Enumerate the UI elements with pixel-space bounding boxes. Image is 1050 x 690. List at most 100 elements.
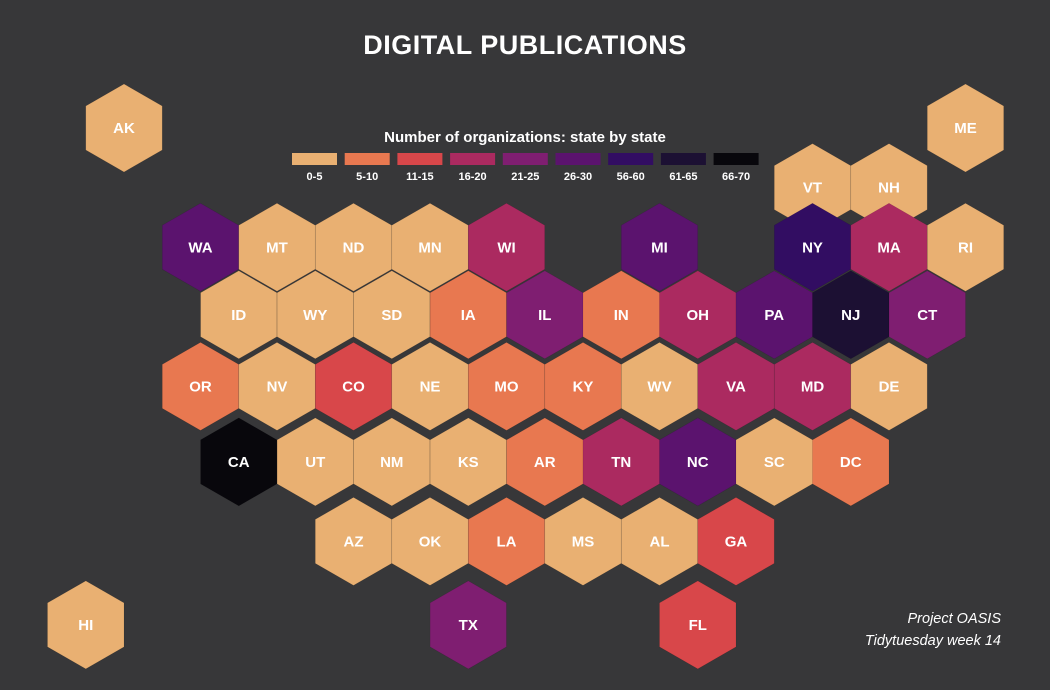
hex-co <box>314 342 393 431</box>
hex-label-sd: SD <box>381 307 402 324</box>
hex-ky <box>544 342 622 431</box>
hex-ks <box>429 417 507 507</box>
hex-fl <box>659 580 737 670</box>
hex-wa <box>162 202 239 292</box>
caption-line-2: Tidytuesday week 14 <box>864 633 1001 649</box>
hex-mo <box>467 342 546 431</box>
legend-swatch-66-70 <box>713 153 759 165</box>
hex-mi <box>620 202 699 292</box>
hex-label-tx: TX <box>459 617 478 634</box>
hex-al <box>620 497 699 586</box>
hex-label-ky: KY <box>573 378 594 395</box>
hex-nd <box>314 202 393 292</box>
hex-label-nm: NM <box>380 454 403 471</box>
hex-or <box>162 342 239 431</box>
legend: Number of organizations: state by state … <box>292 129 759 183</box>
legend-label-66-70: 66-70 <box>722 171 750 183</box>
hex-label-oh: OH <box>687 307 710 324</box>
hex-label-vt: VT <box>803 180 822 197</box>
hex-label-ri: RI <box>958 239 973 256</box>
hex-wv <box>620 342 699 431</box>
hex-wi <box>467 202 546 292</box>
hex-label-ca: CA <box>228 454 250 471</box>
hex-md <box>773 342 852 431</box>
legend-swatch-11-15 <box>397 153 443 165</box>
legend-swatch-26-30 <box>555 153 601 165</box>
legend-title: Number of organizations: state by state <box>384 129 666 146</box>
hex-ut <box>276 417 354 507</box>
hex-label-mo: MO <box>494 378 518 395</box>
hex-label-nj: NJ <box>841 307 860 324</box>
hex-nm <box>353 417 431 507</box>
hex-label-in: IN <box>614 307 629 324</box>
hex-ca <box>200 417 278 507</box>
hex-az <box>314 497 393 586</box>
legend-label-56-60: 56-60 <box>617 171 645 183</box>
hex-label-az: AZ <box>344 533 364 550</box>
hex-de <box>850 342 928 431</box>
hex-la <box>467 497 546 586</box>
hex-label-ne: NE <box>420 378 441 395</box>
legend-swatch-16-20 <box>450 153 496 165</box>
hex-ri <box>926 202 1005 292</box>
hex-label-la: LA <box>497 533 517 550</box>
hex-ny <box>773 202 852 292</box>
caption: Project OASIS Tidytuesday week 14 <box>865 608 1001 652</box>
hex-label-co: CO <box>342 378 365 395</box>
hex-label-or: OR <box>189 378 212 395</box>
hex-mt <box>238 202 316 292</box>
hex-tx <box>429 580 507 670</box>
hex-label-wy: WY <box>303 307 327 324</box>
hex-va <box>697 342 775 431</box>
hex-label-wa: WA <box>188 239 212 256</box>
hex-label-ma: MA <box>877 239 900 256</box>
hex-ne <box>391 342 469 431</box>
legend-label-61-65: 61-65 <box>669 171 697 183</box>
hex-label-nv: NV <box>267 378 288 395</box>
hex-ga <box>697 497 775 586</box>
legend-label-16-20: 16-20 <box>459 171 487 183</box>
hex-label-tn: TN <box>611 454 631 471</box>
legend-label-11-15: 11-15 <box>406 171 434 183</box>
hex-label-nd: ND <box>343 239 365 256</box>
hex-nv <box>238 342 316 431</box>
legend-label-0-5: 0-5 <box>307 171 323 183</box>
hex-label-ga: GA <box>725 533 748 550</box>
chart-title: DIGITAL PUBLICATIONS <box>363 30 687 60</box>
hex-label-mt: MT <box>266 239 288 256</box>
hex-label-nh: NH <box>878 180 900 197</box>
hex-label-ak: AK <box>113 120 135 137</box>
hex-label-va: VA <box>726 378 746 395</box>
hex-label-sc: SC <box>764 454 785 471</box>
hex-label-fl: FL <box>689 617 707 634</box>
legend-swatch-0-5 <box>292 153 337 165</box>
hex-label-ny: NY <box>802 239 823 256</box>
hex-ak <box>85 83 163 173</box>
legend-label-21-25: 21-25 <box>511 171 539 183</box>
hex-me <box>926 83 1005 173</box>
hex-sd <box>353 270 431 360</box>
hex-label-ar: AR <box>534 454 556 471</box>
hex-label-ks: KS <box>458 454 479 471</box>
caption-line-1: Project OASIS <box>907 611 1001 627</box>
hex-label-wv: WV <box>647 378 671 395</box>
hex-label-ct: CT <box>917 307 937 324</box>
hex-label-wi: WI <box>497 239 515 256</box>
hex-label-ia: IA <box>461 307 476 324</box>
legend-label-5-10: 5-10 <box>356 171 378 183</box>
hex-label-ut: UT <box>305 454 325 471</box>
hex-hi <box>47 580 125 670</box>
hex-ms <box>544 497 622 586</box>
legend-label-26-30: 26-30 <box>564 171 592 183</box>
hex-ma <box>850 202 928 292</box>
hex-id <box>200 270 278 360</box>
hex-ia <box>429 270 507 360</box>
legend-swatch-61-65 <box>660 153 706 165</box>
legend-swatch-21-25 <box>502 153 548 165</box>
hex-label-dc: DC <box>840 454 862 471</box>
hex-label-mi: MI <box>651 239 668 256</box>
hex-label-md: MD <box>801 378 824 395</box>
hex-label-de: DE <box>879 378 900 395</box>
hex-label-ms: MS <box>572 533 595 550</box>
